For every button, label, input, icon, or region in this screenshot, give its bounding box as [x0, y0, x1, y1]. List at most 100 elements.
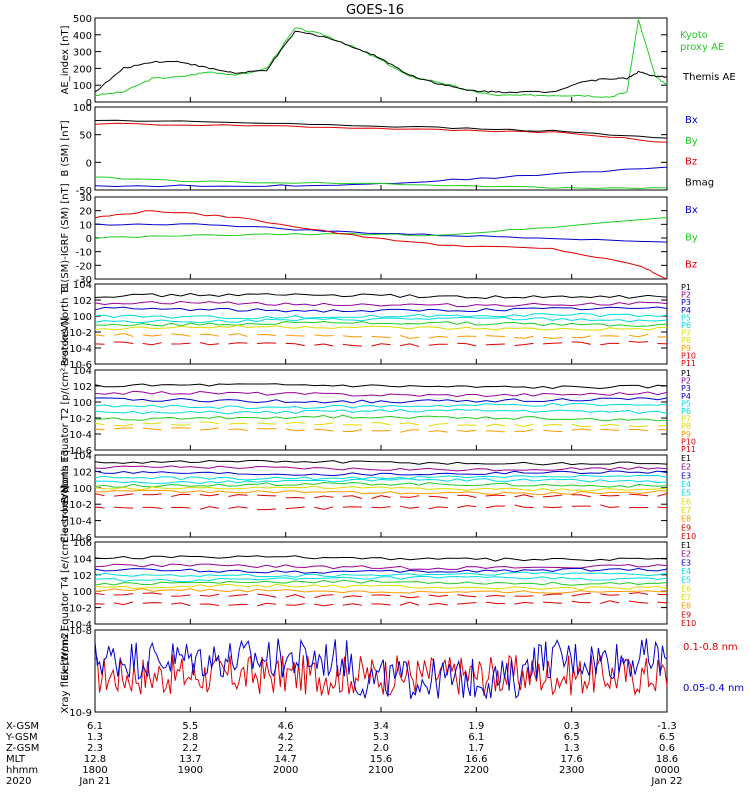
y-tick-label: 10-2 — [69, 414, 92, 425]
xray-line — [94, 654, 668, 696]
plot-title: GOES-16 — [346, 3, 404, 18]
table-cell: 5.3 — [373, 732, 389, 743]
y-tick-label: 10-4 — [69, 344, 92, 355]
legend-p11: P11 — [681, 445, 696, 454]
y-tick-label: -30 — [76, 275, 92, 286]
table-cell: 1.3 — [564, 743, 580, 754]
table-cell: 5.5 — [182, 721, 198, 732]
channel-line — [94, 340, 668, 348]
legend-p9: P9 — [681, 344, 691, 353]
y-tick-label: 100 — [73, 484, 92, 495]
legend-bx: Bx — [685, 115, 698, 126]
table-cell: 2300 — [559, 765, 584, 776]
channel-line — [94, 414, 668, 422]
y-tick-label: 100 — [73, 587, 92, 598]
y-tick-label: 30 — [79, 193, 92, 204]
channel-line — [94, 567, 668, 574]
row-label: X-GSM — [6, 721, 39, 732]
y-tick-label: -10 — [76, 248, 92, 259]
y-tick-label: 100 — [73, 312, 92, 323]
legend-p3: P3 — [681, 384, 691, 393]
y-tick-label: 10-8 — [69, 626, 92, 637]
panel-xray: Xray flux [W/m2]10-9 10-8 0.1-0.8 nm 0.05-0… — [60, 626, 744, 719]
table-cell: 2.3 — [87, 743, 103, 754]
y-axis-label: B (SM) [nT] — [60, 120, 71, 176]
legend-p10: P10 — [681, 437, 696, 446]
table-cell: Jan 21 — [78, 776, 110, 787]
table-cell: 0.6 — [659, 743, 675, 754]
y-tick-label: 10-6 — [69, 360, 92, 371]
y-tick-label: 0 — [86, 158, 92, 169]
y-tick-label: 104 — [73, 451, 92, 462]
legend-themis-ae: Themis AE — [682, 72, 736, 83]
channel-line — [94, 408, 668, 415]
y-tick-label: 500 — [73, 14, 92, 25]
legend-bz: Bz — [685, 157, 697, 168]
series-line-bx — [94, 223, 668, 243]
table-cell: 0000 — [654, 765, 679, 776]
channel-line — [94, 293, 668, 300]
y-axis-label: B (SM)-IGRF (SM) [nT] — [60, 183, 71, 292]
table-cell: 2200 — [464, 765, 489, 776]
channel-line — [94, 588, 668, 594]
row-label: hhmm — [6, 765, 38, 776]
legend-e3: E3 — [681, 471, 691, 480]
y-tick-label: 200 — [73, 64, 92, 75]
table-cell: 2.0 — [373, 743, 389, 754]
legend-xray: 0.05-0.4 nm — [683, 683, 744, 694]
legend-e7: E7 — [681, 506, 691, 515]
channel-line — [94, 474, 668, 481]
legend-e5: E5 — [681, 576, 691, 585]
table-cell: 2.8 — [182, 732, 198, 743]
series-line-bz — [94, 210, 668, 280]
table-cell: 2100 — [368, 765, 393, 776]
y-axis-label: Xray flux [W/m2] — [60, 628, 71, 713]
series-line-themis-ae — [94, 30, 668, 94]
y-tick-label: 10-2 — [69, 500, 92, 511]
legend-e4: E4 — [681, 480, 691, 489]
legend-p10: P10 — [681, 351, 696, 360]
legend-e6: E6 — [681, 497, 691, 506]
legend-p11: P11 — [681, 359, 696, 368]
legend-e8: E8 — [681, 515, 691, 524]
table-cell: 1.3 — [87, 732, 103, 743]
table-cell: 2.2 — [182, 743, 198, 754]
channel-line — [94, 306, 668, 313]
panel-frame — [94, 106, 668, 191]
legend-e8: E8 — [681, 602, 691, 611]
y-tick-label: 10-2 — [69, 604, 92, 615]
y-tick-label: 10-4 — [69, 517, 92, 528]
y-tick-label: 10-6 — [69, 533, 92, 544]
channel-line — [94, 481, 668, 488]
table-cell: 3.4 — [373, 721, 389, 732]
panel-frame — [94, 541, 668, 625]
legend-e10: E10 — [681, 619, 696, 628]
legend-p7: P7 — [681, 415, 691, 424]
legend-e10: E10 — [681, 532, 696, 541]
legend-p8: P8 — [681, 422, 691, 431]
channel-line — [94, 592, 668, 599]
channel-line — [94, 321, 668, 327]
table-cell: 17.6 — [561, 754, 583, 765]
y-tick-label: -20 — [76, 261, 92, 272]
legend-e1: E1 — [681, 541, 691, 550]
legend-e9: E9 — [681, 523, 691, 532]
y-tick-label: 100 — [73, 103, 92, 114]
y-tick-label: 104 — [73, 554, 92, 565]
legend-p9: P9 — [681, 430, 691, 439]
y-tick-label: 10-6 — [69, 446, 92, 457]
legend-kyoto: Kyoto — [680, 30, 708, 41]
panel-bigrf: B (SM)-IGRF (SM) [nT] -30 -20 -10 0 10 20 30 Bx B… — [60, 183, 698, 292]
legend-by: By — [685, 136, 698, 147]
legend-xray: 0.1-0.8 nm — [683, 642, 738, 653]
y-tick-label: 100 — [73, 398, 92, 409]
table-cell: -1.3 — [657, 721, 677, 732]
channel-line — [94, 489, 668, 496]
y-tick-label: 102 — [73, 296, 92, 307]
table-cell: 14.7 — [275, 754, 297, 765]
channel-line — [94, 465, 668, 472]
y-tick-label: 10-9 — [69, 708, 92, 719]
legend-p6: P6 — [681, 407, 691, 416]
